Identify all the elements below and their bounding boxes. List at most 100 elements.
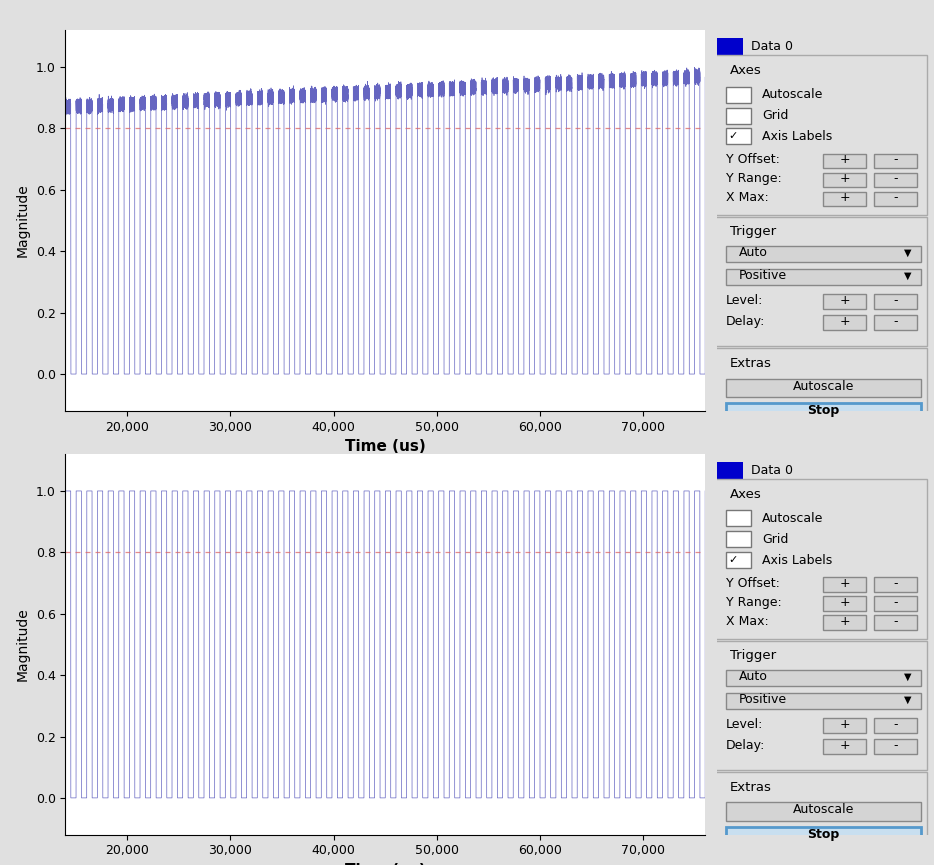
Text: -: - [893, 294, 898, 307]
Bar [874, 718, 916, 733]
Text: Extras: Extras [730, 780, 771, 794]
Text: +: + [840, 172, 850, 185]
Bar [726, 379, 921, 397]
Bar [874, 616, 916, 630]
Bar [726, 247, 921, 262]
Text: +: + [840, 596, 850, 609]
Text: X Max:: X Max: [726, 191, 769, 204]
Bar [874, 597, 916, 611]
Bar [824, 597, 866, 611]
Bar [726, 827, 921, 845]
Bar [726, 403, 921, 421]
Text: -: - [893, 153, 898, 166]
X-axis label: Time (us): Time (us) [345, 439, 426, 454]
Text: Delay:: Delay: [726, 739, 765, 752]
Text: +: + [840, 739, 850, 752]
Bar [874, 192, 916, 206]
Text: Axes: Axes [730, 64, 762, 77]
FancyBboxPatch shape [715, 55, 927, 215]
Text: -: - [893, 315, 898, 328]
Bar [824, 578, 866, 592]
Text: Grid: Grid [762, 109, 788, 122]
Text: ✓: ✓ [728, 131, 737, 142]
Text: -: - [893, 172, 898, 185]
Text: Auto: Auto [739, 670, 768, 683]
Text: -: - [893, 739, 898, 752]
Text: +: + [840, 577, 850, 590]
Y-axis label: Magnitude: Magnitude [16, 183, 30, 258]
Bar [717, 38, 743, 55]
Text: ▼: ▼ [904, 695, 912, 705]
Text: Data 0: Data 0 [751, 40, 793, 53]
Text: Trigger: Trigger [730, 226, 776, 239]
Text: Y Offset:: Y Offset: [726, 577, 780, 590]
Bar [717, 462, 743, 479]
Bar [726, 269, 921, 285]
Bar [726, 693, 921, 709]
Text: Axis Labels: Axis Labels [762, 130, 832, 143]
Y-axis label: Magnitude: Magnitude [16, 607, 30, 682]
Text: Axis Labels: Axis Labels [762, 554, 832, 567]
Text: Auto: Auto [739, 247, 768, 260]
X-axis label: Time (us): Time (us) [345, 863, 426, 865]
Text: +: + [840, 718, 850, 731]
Bar [874, 740, 916, 753]
Text: Grid: Grid [762, 533, 788, 546]
Text: -: - [893, 718, 898, 731]
Text: +: + [840, 315, 850, 328]
Bar [874, 154, 916, 168]
Text: +: + [840, 153, 850, 166]
Text: Trigger: Trigger [730, 650, 776, 663]
Bar [874, 294, 916, 309]
Text: Autoscale: Autoscale [762, 88, 823, 101]
Text: -: - [893, 596, 898, 609]
Bar [824, 718, 866, 733]
Text: Positive: Positive [739, 269, 786, 282]
Text: Level:: Level: [726, 718, 763, 731]
Text: Y Offset:: Y Offset: [726, 153, 780, 166]
Bar [726, 86, 751, 103]
Text: Delay:: Delay: [726, 315, 765, 328]
Bar [824, 316, 866, 330]
Text: +: + [840, 294, 850, 307]
Bar [726, 803, 921, 821]
Bar [824, 294, 866, 309]
Text: +: + [840, 191, 850, 204]
Text: Extras: Extras [730, 356, 771, 370]
FancyBboxPatch shape [715, 479, 927, 638]
Text: Positive: Positive [739, 693, 786, 706]
Text: Y Range:: Y Range: [726, 172, 782, 185]
Bar [874, 316, 916, 330]
Bar [824, 616, 866, 630]
Text: Autoscale: Autoscale [793, 380, 854, 393]
Text: Autoscale: Autoscale [793, 804, 854, 817]
Text: Stop: Stop [807, 828, 840, 842]
FancyBboxPatch shape [715, 217, 927, 346]
Bar [726, 510, 751, 527]
Text: ▼: ▼ [904, 248, 912, 258]
Text: -: - [893, 577, 898, 590]
Text: Y Range:: Y Range: [726, 596, 782, 609]
Text: Data 0: Data 0 [751, 464, 793, 477]
FancyBboxPatch shape [715, 772, 927, 855]
Bar [874, 173, 916, 187]
Bar [726, 129, 751, 144]
Text: X Max:: X Max: [726, 615, 769, 628]
Bar [824, 740, 866, 753]
Text: Level:: Level: [726, 294, 763, 307]
Text: ▼: ▼ [904, 672, 912, 682]
Bar [824, 192, 866, 206]
Text: -: - [893, 615, 898, 628]
Text: ▼: ▼ [904, 271, 912, 281]
Bar [874, 578, 916, 592]
Bar [726, 531, 751, 548]
Bar [726, 670, 921, 686]
Text: Axes: Axes [730, 488, 762, 501]
Text: ✓: ✓ [728, 555, 737, 566]
Text: +: + [840, 615, 850, 628]
Bar [726, 107, 751, 124]
FancyBboxPatch shape [715, 641, 927, 770]
Text: -: - [893, 191, 898, 204]
Bar [726, 553, 751, 568]
Bar [824, 154, 866, 168]
